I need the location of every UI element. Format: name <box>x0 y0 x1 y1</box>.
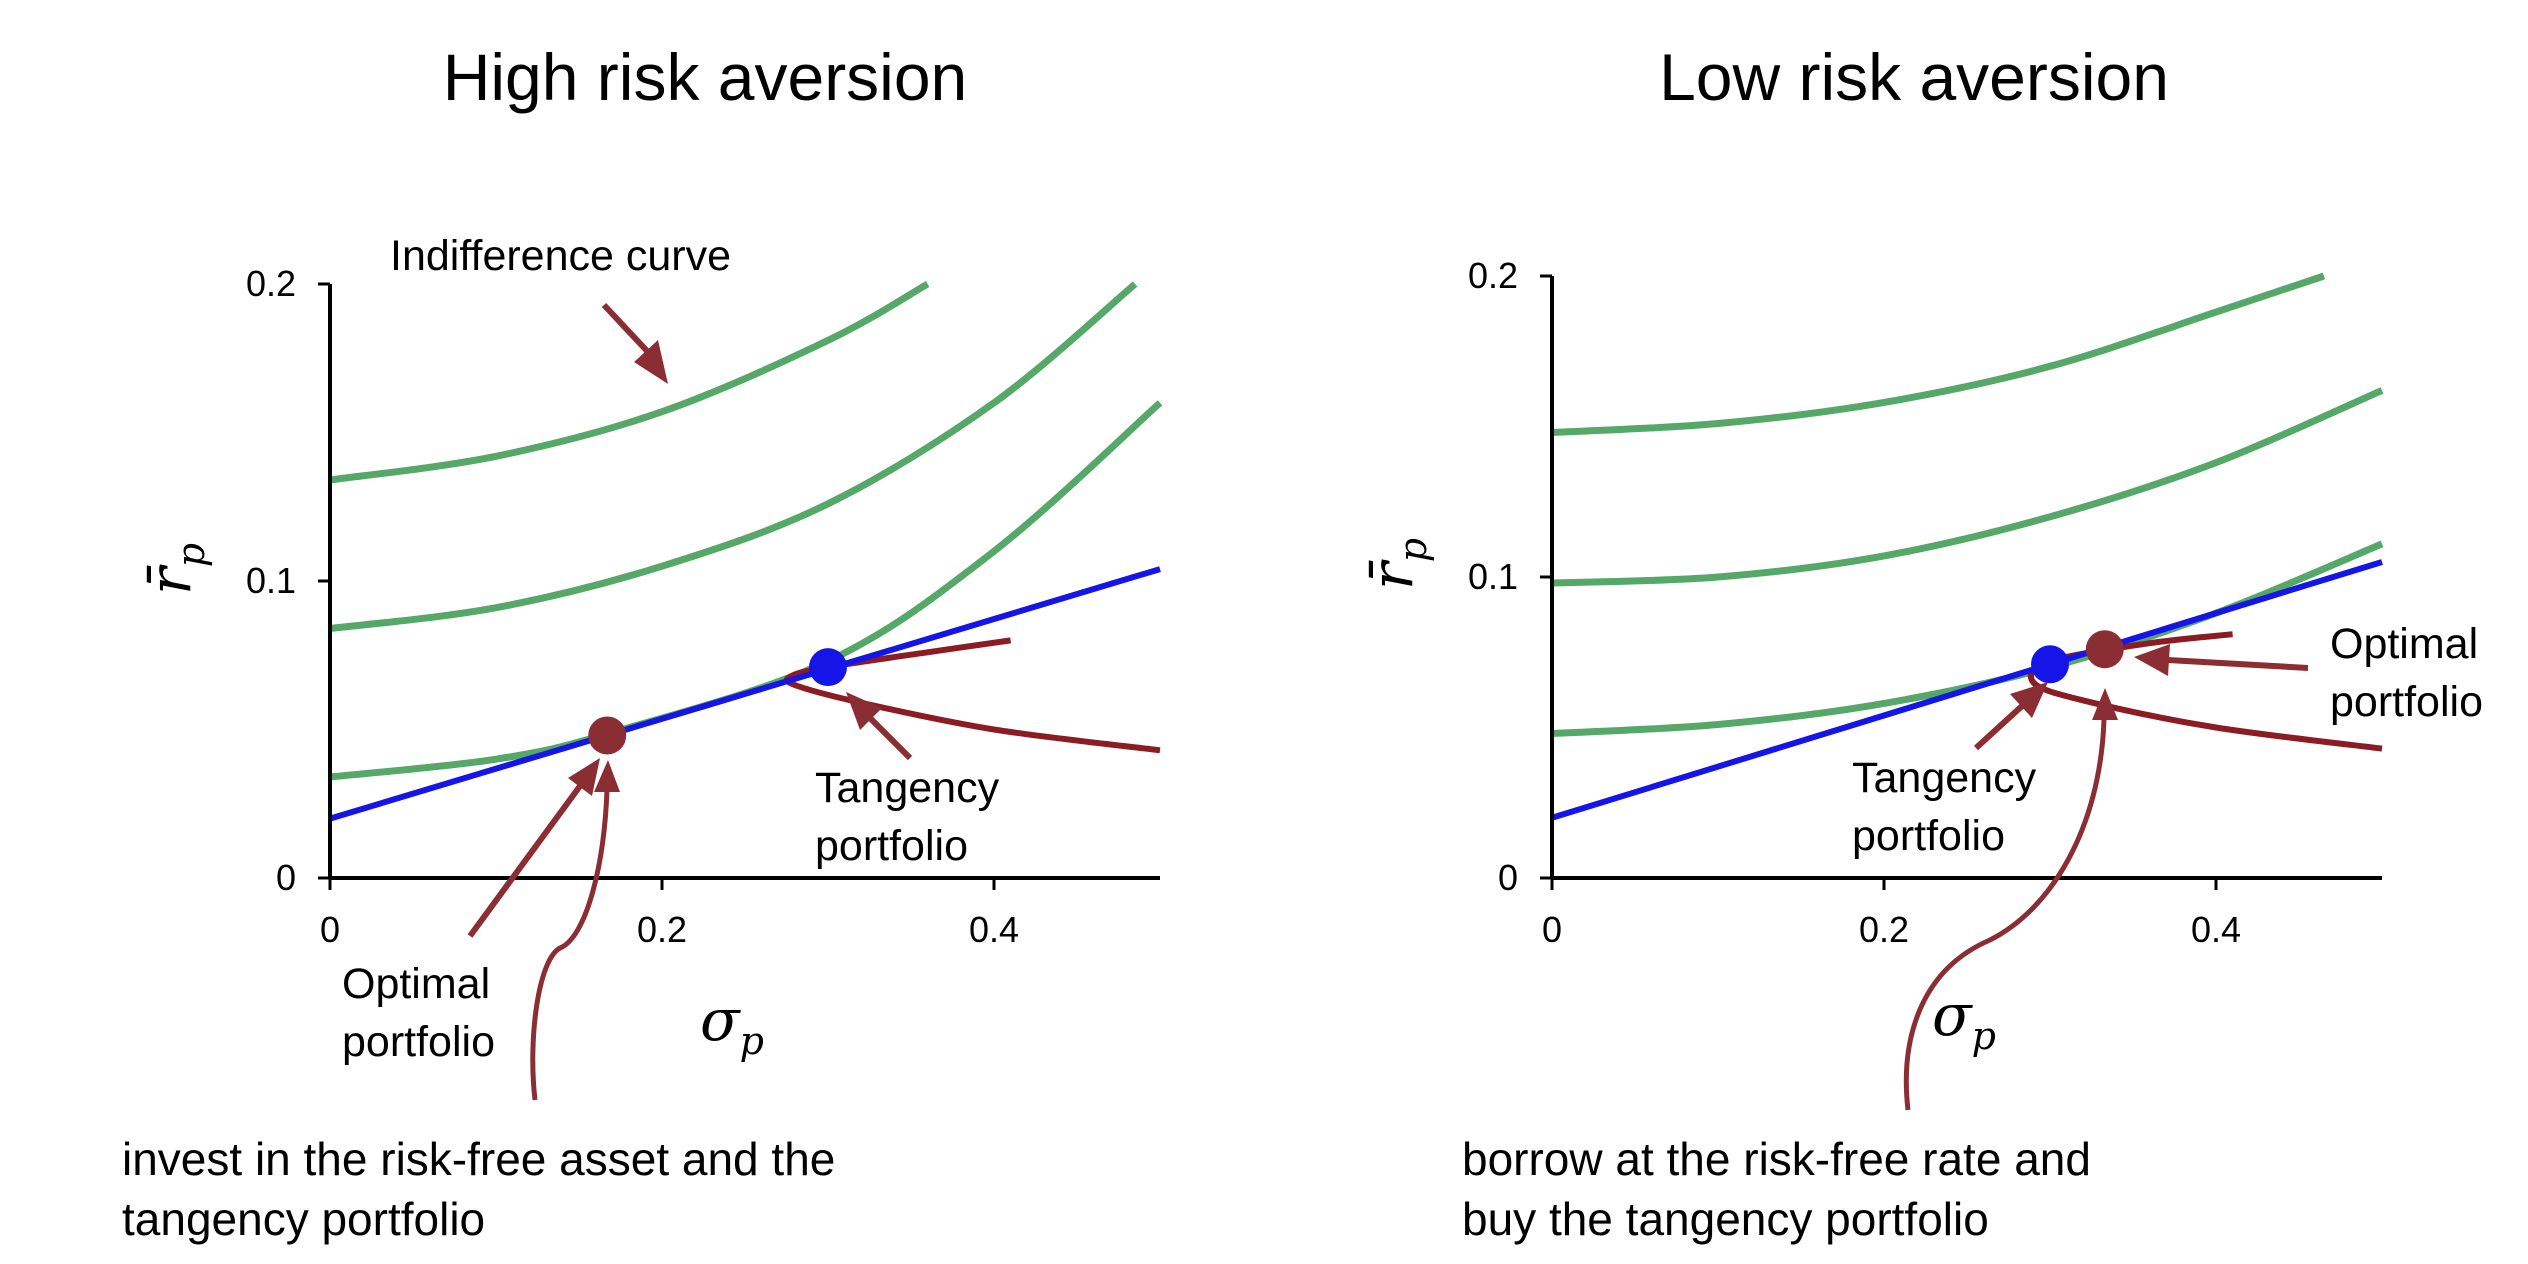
x-axis-label: σp <box>1932 981 1996 1058</box>
y-tick-label: 0.2 <box>1468 255 1518 296</box>
arrow-caption-to-optimal <box>1903 688 2118 1111</box>
plot-area <box>1551 272 2384 821</box>
caption-line1: borrow at the risk-free rate and <box>1462 1133 2091 1185</box>
x-tick-label: 0.4 <box>969 909 1019 950</box>
optimal-portfolio-point <box>588 716 627 755</box>
caption-line2: buy the tangency portfolio <box>1462 1193 1989 1245</box>
efficient-frontier-curve <box>2027 631 2383 752</box>
indifference-curve <box>1551 540 2384 737</box>
tangency-portfolio-point <box>809 648 847 687</box>
tangency-label-line2: portfolio <box>1852 812 2005 860</box>
y-tick-label: 0.1 <box>246 560 296 601</box>
arrow-tangency <box>1973 682 2048 751</box>
optimal-label-line1: Optimal <box>2330 620 2478 668</box>
tangency-label-line1: Tangency <box>1852 754 2037 802</box>
indifference-curve <box>1551 272 2326 436</box>
x-tick-label: 0 <box>320 909 340 950</box>
y-tick-label: 0 <box>276 857 296 898</box>
panel-high-risk-aversion: High risk aversion 0.2 0.1 0 0 0.2 0.4 σ… <box>122 40 1163 1245</box>
indifference-curve <box>329 400 1163 781</box>
arrow-tangency <box>846 692 913 761</box>
y-axis-label: r̄p <box>1358 538 1435 590</box>
tangency-label-line1: Tangency <box>815 764 1000 812</box>
capital-allocation-line <box>1551 559 2383 821</box>
y-tick-label: 0 <box>1498 857 1518 898</box>
optimal-label-line2: portfolio <box>2330 678 2483 726</box>
chart-title: High risk aversion <box>443 40 968 114</box>
tangency-portfolio-point <box>2031 645 2069 684</box>
optimal-label-line2: portfolio <box>342 1018 495 1066</box>
x-tick-label: 0.2 <box>1859 909 1909 950</box>
optimal-label-line1: Optimal <box>342 960 490 1008</box>
x-axis-label: σp <box>700 986 764 1063</box>
arrow-optimal <box>2134 644 2309 676</box>
indifference-curve <box>1551 387 2384 587</box>
tangency-label-line2: portfolio <box>815 822 968 870</box>
optimal-portfolio-point <box>2085 630 2124 669</box>
arrow-optimal <box>467 758 600 938</box>
x-tick-label: 0.4 <box>2191 909 2241 950</box>
arrow-caption-to-optimal <box>530 760 620 1101</box>
indifference-curve <box>329 280 930 484</box>
indifference-curve-label: Indifference curve <box>390 232 731 280</box>
arrow-indifference <box>601 302 668 384</box>
x-tick-label: 0.2 <box>637 909 687 950</box>
caption-line1: invest in the risk-free asset and the <box>122 1133 835 1185</box>
x-tick-label: 0 <box>1542 909 1562 950</box>
svg-text:r̄p: r̄p <box>1358 538 1435 590</box>
indifference-curve <box>329 281 1138 632</box>
y-tick-label: 0.2 <box>246 263 296 304</box>
svg-text:r̄p: r̄p <box>136 543 213 595</box>
y-axis-label: r̄p <box>136 543 213 595</box>
capital-allocation-line <box>329 566 1161 822</box>
caption-line2: tangency portfolio <box>122 1193 485 1245</box>
chart-title: Low risk aversion <box>1659 40 2169 114</box>
plot-area <box>329 280 1163 822</box>
panel-low-risk-aversion: Low risk aversion 0.2 0.1 0 0 0.2 0.4 σp… <box>1358 40 2483 1245</box>
y-tick-label: 0.1 <box>1468 556 1518 597</box>
